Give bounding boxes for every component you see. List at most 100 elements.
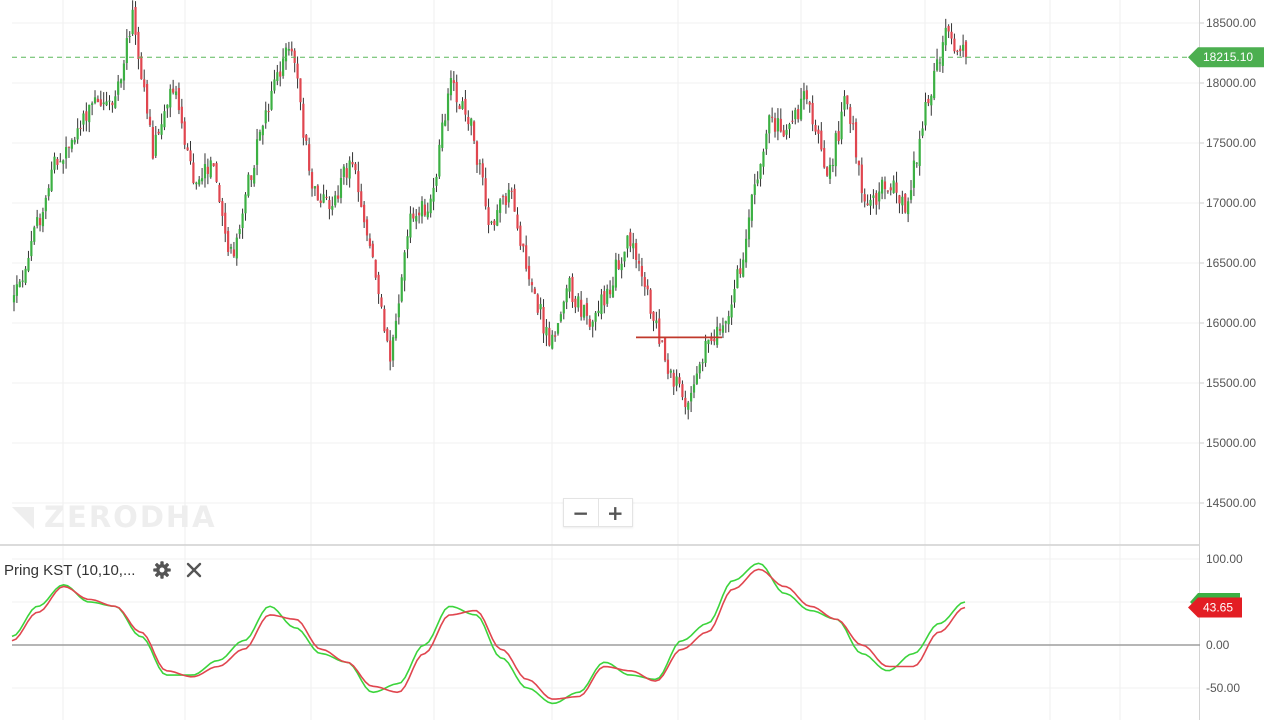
candle-body [548,327,551,346]
candle-body [15,284,18,296]
candle-body [794,109,797,120]
zoom-out-button[interactable]: − [572,500,590,525]
candle-body [559,314,562,322]
candle-body [707,339,710,345]
candle-body [953,38,956,52]
candle-body [180,106,183,124]
indicator-name[interactable]: Pring KST (10,10,... [4,561,136,579]
candle-body [713,339,716,342]
candle-body [67,146,71,148]
candle-body [776,118,780,132]
candle-body [415,216,418,222]
candle-body [472,121,476,141]
candle-body [935,59,939,71]
candle-body [611,285,615,298]
candle-body [229,246,233,249]
candle-body [927,98,930,104]
candle-body [759,163,762,179]
candles [12,0,968,420]
candle-body [122,63,126,81]
candle-body [718,328,722,331]
candle-body [904,193,907,213]
candle-body [140,56,143,80]
candle-body [174,91,178,96]
candle-body [374,259,377,278]
candle-body [313,186,317,189]
candle-body [282,58,285,76]
candle-body [423,204,426,216]
candle-body [501,196,505,198]
candle-body [883,181,887,190]
candle-body [554,335,557,337]
candle-body [493,220,496,226]
kst-axis[interactable]: 100.0050.000.00-50.00 [1206,552,1243,695]
kst-axis-tick-label: 100.00 [1206,552,1243,566]
candle-body [27,257,30,271]
candle-body [389,340,392,362]
candle-body [169,88,172,108]
candle-body [672,372,675,387]
candle-body [603,291,606,306]
candle-body [678,377,681,384]
candle-body [371,243,374,257]
candle-body [18,281,21,288]
candle-body [105,101,108,106]
candle-body [319,200,322,203]
candle-body [551,334,554,349]
candle-body [843,96,846,110]
candle-body [62,160,65,164]
candle-body [93,97,97,103]
candle-body [950,31,953,39]
candle-body [412,213,415,219]
candle-body [160,124,163,135]
price-axis-tick-label: 15000.00 [1206,436,1256,450]
candle-body [336,195,340,199]
candle-body [203,164,207,179]
candle-body [111,102,114,106]
candle-body [582,304,586,318]
candle-body [30,241,33,257]
candle-body [730,304,733,318]
kst-grid [12,546,1200,720]
candle-body [224,212,227,234]
candle-body [172,88,175,93]
candle-body [131,9,134,35]
candle-body [907,201,910,215]
candle-body [898,195,901,204]
candle-body [33,227,36,242]
price-axis-tick-label: 18500.00 [1206,16,1256,30]
candle-body [264,110,267,124]
candle-body [383,308,386,332]
gear-icon[interactable] [148,556,176,584]
last-price-tag-shape [1188,47,1264,68]
candle-body [360,191,363,207]
candle-body [880,179,884,194]
close-icon[interactable] [180,556,208,584]
candle-body [768,115,771,134]
candle-body [146,83,149,114]
candle-body [747,217,751,240]
candle-body [779,118,782,132]
candle-body [119,79,123,84]
candle-body [959,48,962,52]
candle-body [750,194,753,221]
candle-body [753,184,756,195]
candle-body [661,340,664,342]
candle-body [279,71,282,77]
zoom-in-button[interactable]: + [597,499,633,526]
candle-body [365,219,369,236]
candle-body [886,190,889,192]
price-axis-tick-label: 18000.00 [1206,76,1256,90]
candle-body [788,124,791,130]
candle-body [938,62,942,64]
candle-body [148,116,152,126]
candle-body [687,402,690,410]
candle-body [513,188,516,212]
candle-body [536,294,539,313]
price-axis[interactable]: 18500.00 18000.00 17500.00 17000.00 16500.00… [1200,16,1256,510]
candle-body [253,167,256,184]
candle-body [721,325,725,333]
candle-body [556,323,560,334]
candle-body [791,120,794,122]
